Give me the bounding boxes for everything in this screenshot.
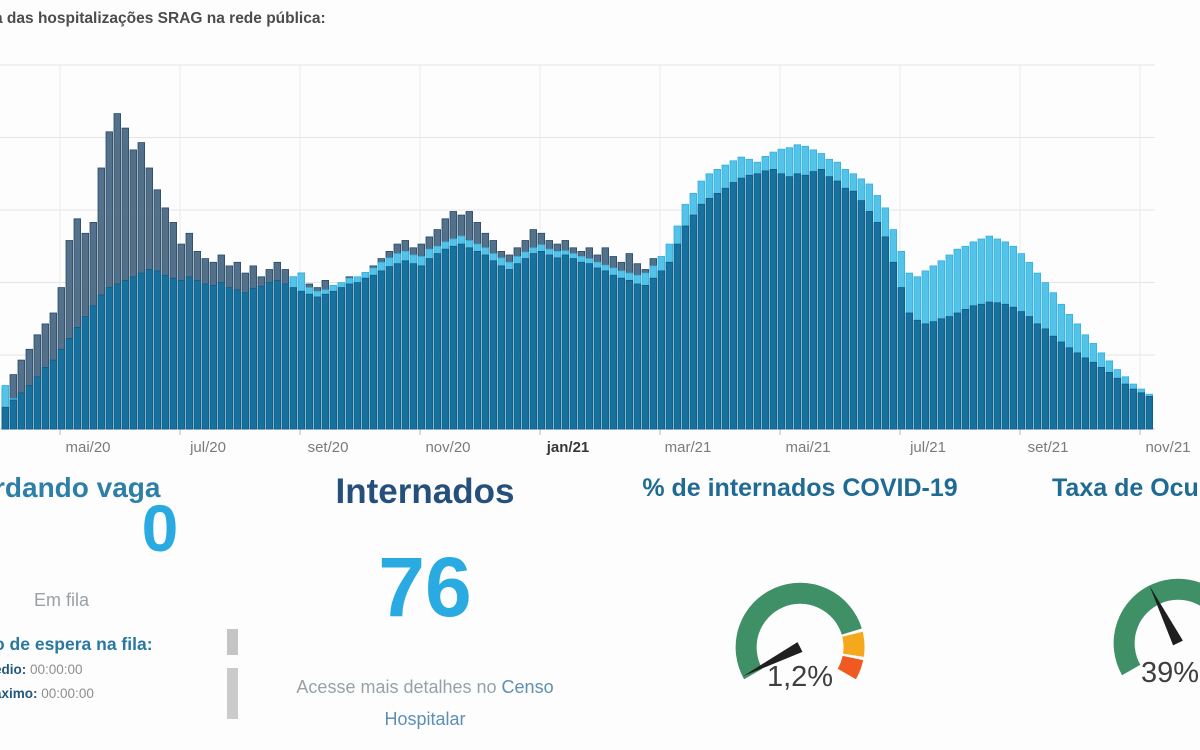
admitted-count-value: 76 <box>378 540 472 634</box>
x-axis-label: jul/21 <box>909 439 946 456</box>
queue-avg-value: 00:00:00 <box>30 662 83 677</box>
x-axis-label: mai/21 <box>785 439 830 456</box>
x-axis-label: mai/20 <box>65 439 110 456</box>
page-title: a das hospitalizações SRAG na rede públi… <box>0 10 326 27</box>
admitted-note: Acesse mais detalhes no Censo Hospitalar <box>255 672 595 735</box>
scrollbar-thumb-bottom[interactable] <box>227 668 238 719</box>
gauge-arc-segment <box>735 582 862 680</box>
waiting-count-value: 0 <box>141 491 179 565</box>
censo-hospitalar-link-part2[interactable]: Hospitalar <box>384 708 466 729</box>
x-axis-label: set/20 <box>308 439 349 456</box>
gauge-value-label: 1,2% <box>767 661 833 693</box>
admitted-note-text: Acesse mais detalhes no <box>296 677 502 697</box>
covid-pct-card-title: % de internados COVID-19 <box>642 474 958 502</box>
gauge-needle <box>743 642 803 677</box>
gauge-needle <box>1149 585 1183 646</box>
vertical-scrollbar[interactable] <box>227 629 238 719</box>
covid-pct-gauge: 1,2% <box>735 582 865 693</box>
scrollbar-thumb-top[interactable] <box>227 629 238 655</box>
x-axis-label: jan/21 <box>546 439 590 456</box>
waiting-count-label: Em fila <box>33 590 89 610</box>
gauge-value-label: 39% <box>1141 657 1199 689</box>
series-blue-bars <box>1 169 1153 430</box>
admitted-card-title: Internados <box>335 472 515 511</box>
queue-max-row: áximo: 00:00:00 <box>0 686 94 701</box>
queue-avg-row: édio: 00:00:00 <box>0 662 83 677</box>
occupancy-gauge: 39% <box>1113 578 1200 689</box>
occupancy-card-title: Taxa de Ocu <box>1052 474 1199 502</box>
gauge-arc-segment <box>837 655 864 680</box>
srag-hospitalizations-bar-chart: mai/20 jul/20 set/20 nov/20 jan/21 mar/21 mai/… <box>0 64 1191 456</box>
x-axis-label: set/21 <box>1028 439 1069 456</box>
x-axis-label: nov/21 <box>1145 439 1190 456</box>
queue-max-label: áximo: <box>0 686 38 701</box>
x-axis-label: nov/20 <box>425 439 470 456</box>
gauge-arc-segment <box>1113 578 1200 676</box>
queue-avg-label: édio: <box>0 662 27 677</box>
censo-hospitalar-link-part1[interactable]: Censo <box>501 677 554 697</box>
queue-wait-time-title: o de espera na fila: <box>0 634 153 654</box>
queue-max-value: 00:00:00 <box>41 686 94 701</box>
x-axis-label: mar/21 <box>665 439 712 456</box>
waiting-card-title: rdando vaga <box>0 472 161 503</box>
x-axis-label: jul/20 <box>189 439 226 456</box>
gauge-arc-segment <box>842 631 865 657</box>
